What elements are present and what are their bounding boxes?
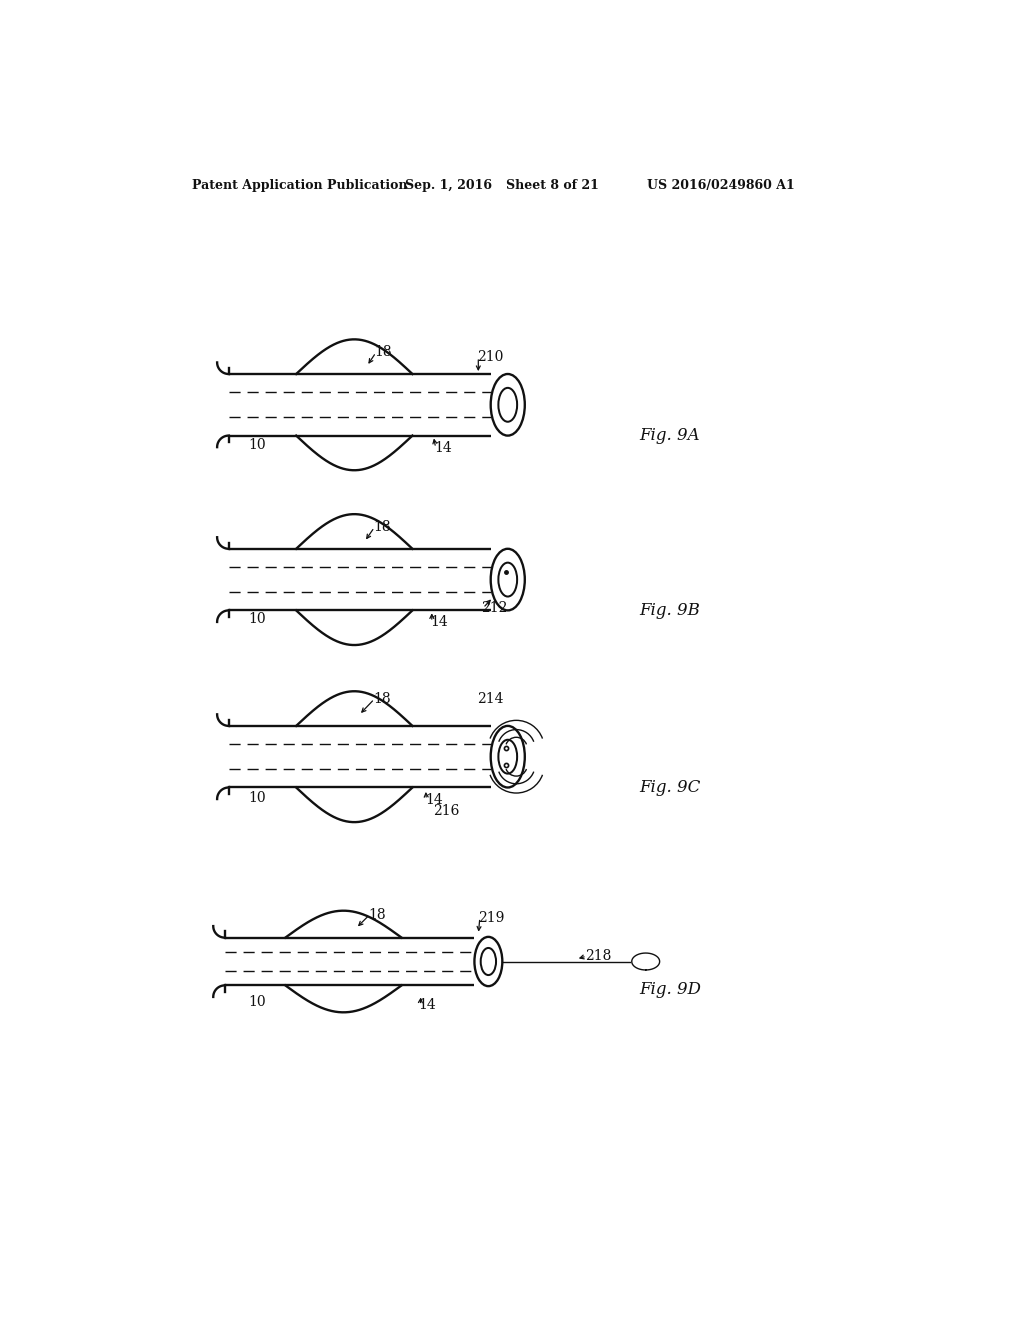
Text: 14: 14 <box>430 615 449 628</box>
Text: Sheet 8 of 21: Sheet 8 of 21 <box>506 178 599 191</box>
Text: 14: 14 <box>425 793 442 807</box>
Text: US 2016/0249860 A1: US 2016/0249860 A1 <box>647 178 795 191</box>
Text: Fig. 9C: Fig. 9C <box>640 779 700 796</box>
Text: 18: 18 <box>373 520 390 535</box>
Text: 14: 14 <box>419 998 436 1012</box>
Text: 214: 214 <box>477 692 504 706</box>
Text: 18: 18 <box>373 692 390 706</box>
Text: 18: 18 <box>369 908 386 921</box>
Text: 10: 10 <box>248 995 266 1010</box>
Text: 14: 14 <box>434 441 452 455</box>
Text: 10: 10 <box>248 438 266 451</box>
Text: Sep. 1, 2016: Sep. 1, 2016 <box>406 178 493 191</box>
Text: 18: 18 <box>375 346 392 359</box>
Text: Fig. 9B: Fig. 9B <box>640 602 700 619</box>
Text: 216: 216 <box>432 804 459 817</box>
Text: 10: 10 <box>248 612 266 626</box>
Text: 212: 212 <box>481 601 508 615</box>
Text: Fig. 9D: Fig. 9D <box>640 982 701 998</box>
Text: 210: 210 <box>477 350 503 364</box>
Text: 219: 219 <box>478 911 505 924</box>
Text: Patent Application Publication: Patent Application Publication <box>193 178 408 191</box>
Text: 10: 10 <box>248 791 266 804</box>
Text: 218: 218 <box>586 949 611 964</box>
Text: Fig. 9A: Fig. 9A <box>640 428 700 444</box>
